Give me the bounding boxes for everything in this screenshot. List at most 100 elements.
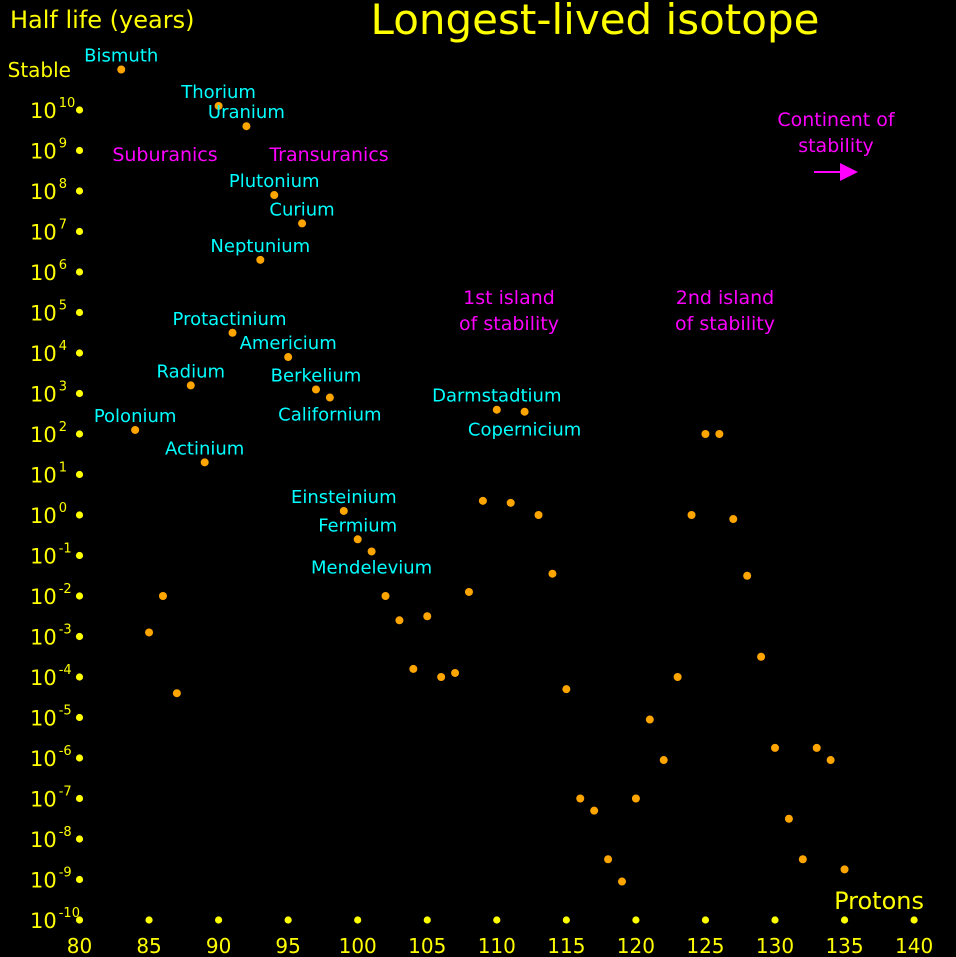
x-tick-mark [493, 916, 501, 924]
y-axis-ticks: 10-10 10-9 10-8 10-7 10-6 10-5 10-4 10-3 10 -2 10-… [30, 96, 84, 933]
data-point [284, 353, 293, 362]
element-label: Copernicium [468, 420, 581, 441]
element-label: Einsteinium [291, 487, 397, 508]
x-tick-label: 90 [206, 934, 231, 957]
element-label: Polonium [94, 406, 177, 427]
data-point [381, 592, 390, 600]
data-point [798, 855, 807, 864]
element-label: Americium [240, 333, 337, 354]
y-tick-mark [75, 268, 84, 276]
continent-label-line2: stability [798, 135, 874, 157]
x-axis-label: Protons [834, 887, 924, 915]
data-point [395, 616, 404, 625]
y-tick-label: 10 7 [30, 218, 67, 245]
data-point [145, 628, 154, 637]
x-tick-mark [840, 916, 849, 924]
x-tick-label: 100 [339, 934, 377, 957]
island2-label-line1: 2nd island [676, 287, 774, 309]
data-point [743, 571, 752, 580]
y-tick-label: 10 -8 [30, 825, 72, 852]
data-point [534, 511, 543, 519]
y-tick-label: 10 -5 [30, 704, 72, 731]
data-point [298, 219, 307, 228]
x-tick-label: 85 [136, 934, 161, 957]
element-label: Berkelium [271, 365, 362, 386]
element-label: Mendelevium [311, 557, 432, 578]
y-tick-mark [75, 551, 84, 560]
data-point [715, 430, 724, 438]
y-tick-label: 10 2 [30, 420, 67, 447]
y-tick-label: 10 9 [30, 137, 67, 164]
y-tick-mark [75, 835, 84, 843]
y-tick-mark [75, 713, 84, 722]
y-tick-mark [75, 754, 84, 762]
data-point [451, 668, 460, 677]
data-point [270, 191, 279, 200]
data-point [464, 587, 473, 596]
suburanics-label: Suburanics [112, 144, 217, 166]
element-label: Uranium [208, 102, 285, 123]
data-point [590, 806, 599, 815]
x-axis-ticks: 80 85 90 95 100 105 110 115 120 125 130 135 140 [67, 916, 933, 957]
y-tick-mark [75, 511, 84, 519]
island1-label-line2: of stability [459, 313, 559, 335]
x-tick-label: 125 [686, 934, 724, 957]
x-tick-mark [284, 916, 292, 924]
data-point [784, 814, 793, 823]
x-tick-mark [423, 916, 431, 924]
data-point [548, 569, 557, 578]
y-tick-label: 10 1 [30, 461, 67, 488]
y-tick-label: 10 -10 [30, 906, 80, 933]
data-point [172, 689, 181, 698]
data-point [117, 65, 126, 74]
y-tick-label: 10 -4 [30, 663, 72, 690]
data-point [228, 328, 237, 337]
island1-label-line1: 1st island [463, 287, 555, 309]
y-tick-mark [75, 187, 84, 195]
y-tick-label: 10 3 [30, 380, 67, 407]
y-tick-mark [75, 592, 84, 600]
y-tick-mark [75, 673, 84, 681]
element-label: Thorium [180, 82, 256, 103]
data-point [353, 535, 362, 544]
data-point [520, 407, 529, 416]
y-tick-mark [75, 146, 84, 155]
y-tick-label: 10 -7 [30, 785, 72, 812]
x-tick-mark [215, 916, 223, 924]
x-tick-label: 95 [275, 934, 300, 957]
data-point [631, 794, 640, 803]
x-tick-label: 110 [478, 934, 516, 957]
y-tick-mark [75, 430, 84, 438]
data-point [158, 592, 167, 600]
element-label: Protactinium [173, 309, 287, 330]
y-tick-mark [75, 794, 84, 803]
x-tick-label: 135 [825, 934, 863, 957]
stable-label: Stable [8, 58, 71, 82]
data-point [659, 756, 668, 765]
data-point [339, 506, 348, 515]
data-point [423, 612, 432, 621]
element-label: Fermium [318, 515, 397, 536]
element-label: Plutonium [229, 171, 320, 192]
data-point [186, 381, 195, 390]
element-label: Neptunium [210, 236, 310, 257]
data-point [200, 458, 209, 467]
data-point [673, 673, 682, 681]
x-tick-mark [145, 916, 153, 924]
data-point [576, 794, 585, 803]
x-tick-label: 140 [895, 934, 933, 957]
x-tick-label: 130 [756, 934, 794, 957]
x-tick-mark [562, 916, 570, 924]
data-point [242, 122, 251, 131]
element-label: Darmstadtium [432, 386, 561, 407]
data-point [826, 756, 835, 765]
data-point [131, 425, 140, 434]
y-tick-label: 10 0 [30, 501, 67, 528]
y-tick-label: 10 8 [30, 177, 67, 204]
data-points [117, 65, 849, 886]
data-point [617, 877, 626, 886]
element-label: Californium [278, 405, 381, 426]
data-point [325, 393, 334, 402]
